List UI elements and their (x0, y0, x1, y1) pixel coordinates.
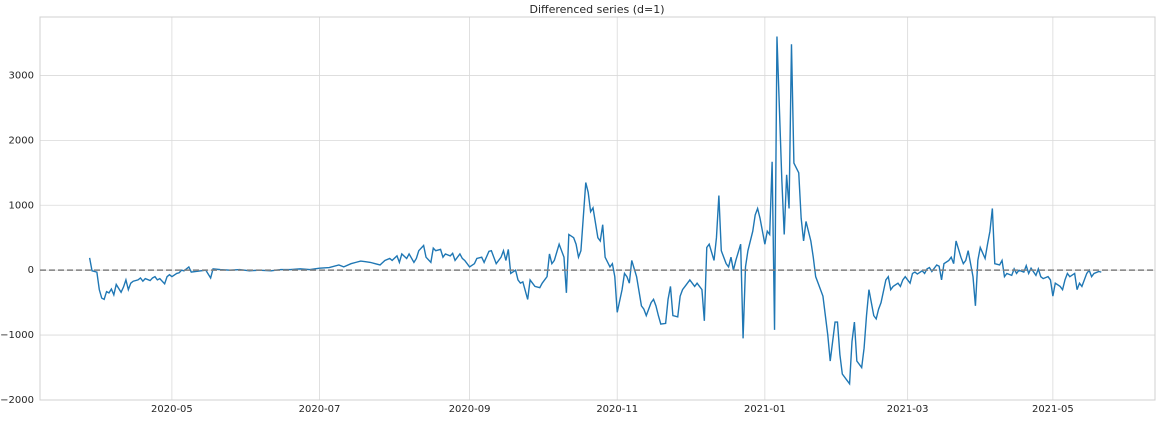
x-tick-label: 2021-05 (1032, 404, 1074, 415)
x-tick-label: 2020-05 (151, 404, 193, 415)
x-tick-label: 2021-01 (744, 404, 786, 415)
chart-title: Differenced series (d=1) (529, 3, 664, 16)
y-tick-label: 2000 (9, 135, 34, 146)
y-tick-label: −1000 (0, 330, 34, 341)
y-tick-label: 0 (28, 265, 34, 276)
plot-frame (39, 16, 1156, 401)
x-tick-label: 2020-09 (449, 404, 491, 415)
y-tick-label: −2000 (0, 395, 34, 406)
x-tick-label: 2020-11 (596, 404, 638, 415)
x-tick-label: 2021-03 (887, 404, 929, 415)
y-tick-label: 3000 (9, 70, 34, 81)
y-tick-label: 1000 (9, 200, 34, 211)
x-tick-label: 2020-07 (299, 404, 341, 415)
data-line (88, 36, 1102, 386)
